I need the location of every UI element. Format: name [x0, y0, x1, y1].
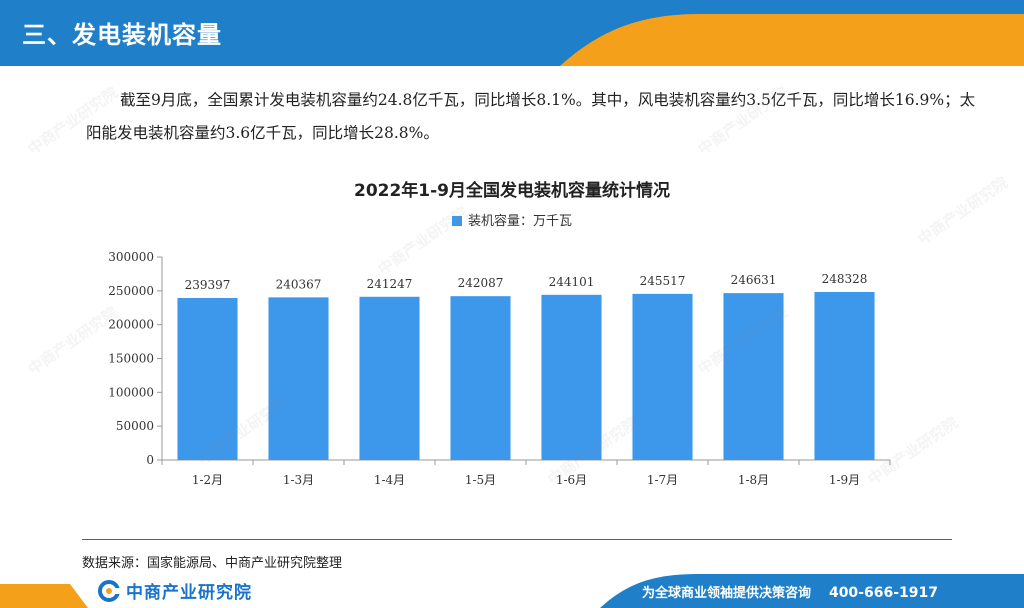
- bar: [632, 293, 693, 460]
- x-tick-label: 1-2月: [192, 473, 223, 487]
- footer-bar: [0, 574, 1024, 608]
- y-tick-label: 100000: [108, 385, 154, 399]
- x-tick-label: 1-3月: [283, 473, 314, 487]
- y-tick-label: 250000: [108, 284, 154, 298]
- bar: [268, 297, 329, 460]
- bar: [450, 296, 511, 460]
- data-label: 245517: [640, 274, 686, 288]
- chart-title: 2022年1-9月全国发电装机容量统计情况: [353, 181, 671, 201]
- data-label: 248328: [822, 272, 868, 286]
- footer-divider: [82, 539, 952, 540]
- data-label: 244101: [549, 275, 595, 289]
- bar-chart: 0 50000 100000 150000 200000 250000 300000 2393…: [108, 250, 891, 487]
- summary-paragraph: 截至9月底，全国累计发电装机容量约24.8亿千瓦，同比增长8.1%。其中，风电装…: [86, 91, 976, 142]
- logo-text: 中商产业研究院: [126, 583, 252, 603]
- bar: [177, 298, 238, 460]
- footer-slogan: 为全球商业领袖提供决策咨询 400-666-1917: [642, 582, 938, 601]
- data-label: 246631: [731, 273, 777, 287]
- phone-number: 400-666-1917: [828, 585, 938, 601]
- x-tick-label: 1-6月: [556, 473, 587, 487]
- y-tick-label: 0: [146, 453, 154, 467]
- bar: [541, 294, 602, 460]
- header-background: [0, 0, 1024, 66]
- legend-label: 装机容量：万千瓦: [467, 214, 572, 229]
- page-title: 三、发电装机容量: [22, 21, 222, 49]
- y-tick-label: 300000: [108, 250, 154, 264]
- footer-background: [0, 574, 1024, 608]
- y-tick-label: 200000: [108, 318, 154, 332]
- data-label: 241247: [367, 277, 413, 291]
- x-tick-label: 1-8月: [738, 473, 769, 487]
- y-tick-label: 150000: [108, 352, 154, 366]
- legend-swatch: [451, 216, 462, 226]
- bar: [814, 291, 875, 460]
- data-label: 239397: [185, 278, 231, 292]
- brand-logo: 中商产业研究院: [98, 578, 252, 603]
- logo-icon: [98, 579, 122, 602]
- data-source: 数据来源：国家能源局、中商产业研究院整理: [82, 556, 343, 571]
- x-tick-label: 1-9月: [829, 473, 860, 487]
- data-label: 242087: [458, 276, 504, 290]
- header-bar: 三、发电装机容量: [0, 0, 1024, 66]
- x-tick-label: 1-4月: [374, 473, 405, 487]
- data-label: 240367: [276, 277, 322, 291]
- x-tick-label: 1-7月: [647, 473, 678, 487]
- slogan-text: 为全球商业领袖提供决策咨询: [641, 586, 811, 601]
- chart-legend: 装机容量：万千瓦: [0, 210, 1024, 229]
- x-tick-label: 1-5月: [465, 473, 496, 487]
- bar: [359, 296, 420, 460]
- y-tick-label: 50000: [116, 419, 154, 433]
- bar: [723, 293, 784, 460]
